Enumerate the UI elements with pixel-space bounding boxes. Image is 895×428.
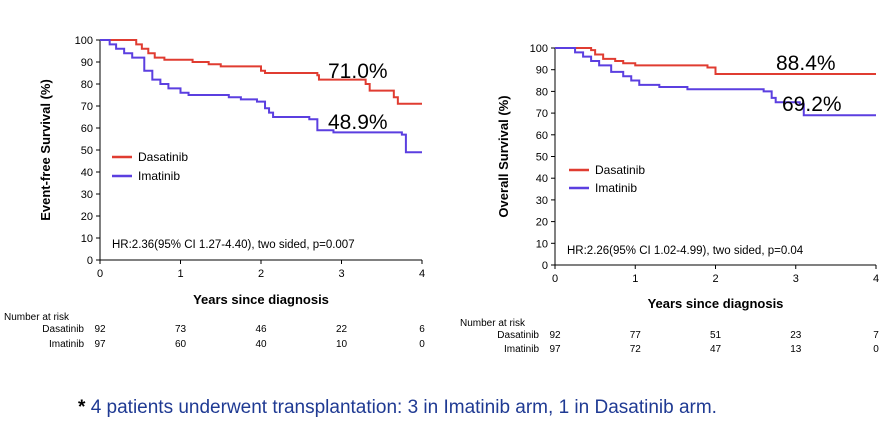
chart2-series-imatinib-line: [555, 47, 876, 117]
chart2-risk-value: 13: [790, 344, 802, 355]
footnote-text: 4 patients underwent transplantation: 3 …: [90, 397, 717, 418]
chart1-legend-label-dasatinib: Dasatinib: [138, 150, 188, 164]
chart1-risk-value: 73: [175, 324, 187, 335]
chart1-x-tick-label: 1: [177, 268, 183, 280]
chart2-risk-value: 51: [710, 330, 722, 341]
chart2-y-tick-label: 10: [536, 238, 548, 250]
chart1-y-tick-label: 40: [81, 167, 93, 179]
chart1-y-tick-label: 0: [87, 255, 93, 267]
chart1-risk-value: 60: [175, 339, 187, 350]
chart1-x-tick-label: 0: [97, 268, 103, 280]
chart1-y-tick-label: 60: [81, 123, 93, 135]
chart1-series-dasatinib-end-label: 71.0%: [328, 60, 388, 83]
chart2-risk-table-header: Number at risk: [460, 318, 526, 329]
chart2-y-tick-label: 50: [536, 152, 548, 164]
chart1-risk-value: 92: [94, 324, 106, 335]
chart1-risk-value: 97: [94, 339, 106, 350]
chart2-legend-label-imatinib: Imatinib: [595, 181, 637, 195]
chart2-series-dasatinib-end-label: 88.4%: [776, 52, 836, 75]
chart1-hr-annotation: HR:2.36(95% CI 1.27-4.40), two sided, p=…: [112, 239, 355, 251]
chart2-y-tick-label: 30: [536, 195, 548, 207]
chart2-risk-value: 7: [873, 330, 879, 341]
chart2-y-tick-label: 70: [536, 108, 548, 120]
chart1-x-tick-label: 3: [338, 268, 344, 280]
chart1-y-tick-label: 80: [81, 79, 93, 91]
chart1-risk-value: 22: [336, 324, 348, 335]
chart2-y-tick-label: 90: [536, 65, 548, 77]
chart1-x-tick-label: 4: [419, 268, 425, 280]
chart2-risk-row-label: Imatinib: [504, 344, 539, 355]
chart2-x-tick-label: 2: [712, 273, 718, 285]
chart2-risk-value: 97: [549, 344, 561, 355]
chart1-risk-value: 6: [419, 324, 425, 335]
chart2-x-tick-label: 1: [632, 273, 638, 285]
chart2-series-dasatinib-line: [555, 47, 876, 76]
chart2-risk-value: 72: [630, 344, 642, 355]
chart2-y-tick-label: 100: [530, 43, 548, 55]
chart1-risk-value: 10: [336, 339, 348, 350]
chart2-risk-value: 77: [630, 330, 642, 341]
chart1-risk-value: 0: [419, 339, 425, 350]
chart1-risk-value: 46: [255, 324, 267, 335]
chart1-y-tick-label: 50: [81, 145, 93, 157]
chart2-x-tick-label: 0: [552, 273, 558, 285]
chart1-risk-row-label: Imatinib: [49, 339, 84, 350]
chart1-y-tick-label: 70: [81, 101, 93, 113]
chart1-y-tick-label: 100: [75, 35, 93, 47]
chart1-risk-table-header: Number at risk: [4, 312, 70, 323]
chart1-series-imatinib-line: [100, 39, 422, 154]
chart2-y-axis-label: Overall Survival (%): [496, 95, 511, 217]
chart1-x-axis-label: Years since diagnosis: [193, 292, 329, 307]
chart2-hr-annotation: HR:2.26(95% CI 1.02-4.99), two sided, p=…: [567, 245, 804, 257]
chart2-risk-value: 23: [790, 330, 802, 341]
chart2-y-tick-label: 0: [542, 260, 548, 272]
chart2-legend-label-dasatinib: Dasatinib: [595, 163, 645, 177]
chart1-y-tick-label: 20: [81, 211, 93, 223]
chart2-risk-value: 0: [873, 344, 879, 355]
chart2-y-tick-label: 60: [536, 130, 548, 142]
chart1-legend-label-imatinib: Imatinib: [138, 169, 180, 183]
chart2-risk-value: 92: [549, 330, 561, 341]
chart2-x-tick-label: 4: [873, 273, 879, 285]
chart1-risk-row-label: Dasatinib: [42, 324, 84, 335]
chart1-y-tick-label: 30: [81, 189, 93, 201]
chart1-series-imatinib-end-label: 48.9%: [328, 111, 388, 134]
chart2-y-tick-label: 20: [536, 217, 548, 229]
chart1-y-tick-label: 90: [81, 57, 93, 69]
chart2-series-imatinib-end-label: 69.2%: [782, 93, 842, 116]
chart1-y-axis-label: Event-free Survival (%): [38, 79, 53, 221]
footnote: * 4 patients underwent transplantation: …: [78, 397, 717, 419]
chart2-risk-value: 47: [710, 344, 722, 355]
footnote-star: *: [78, 397, 86, 418]
chart2-y-tick-label: 40: [536, 173, 548, 185]
chart1-x-tick-label: 2: [258, 268, 264, 280]
chart1-y-tick-label: 10: [81, 233, 93, 245]
chart2-x-axis-label: Years since diagnosis: [648, 296, 784, 311]
chart1-risk-value: 40: [255, 339, 267, 350]
chart2-y-tick-label: 80: [536, 86, 548, 98]
chart2-risk-row-label: Dasatinib: [497, 330, 539, 341]
chart2-x-tick-label: 3: [793, 273, 799, 285]
chart1-series-dasatinib-line: [100, 39, 422, 105]
